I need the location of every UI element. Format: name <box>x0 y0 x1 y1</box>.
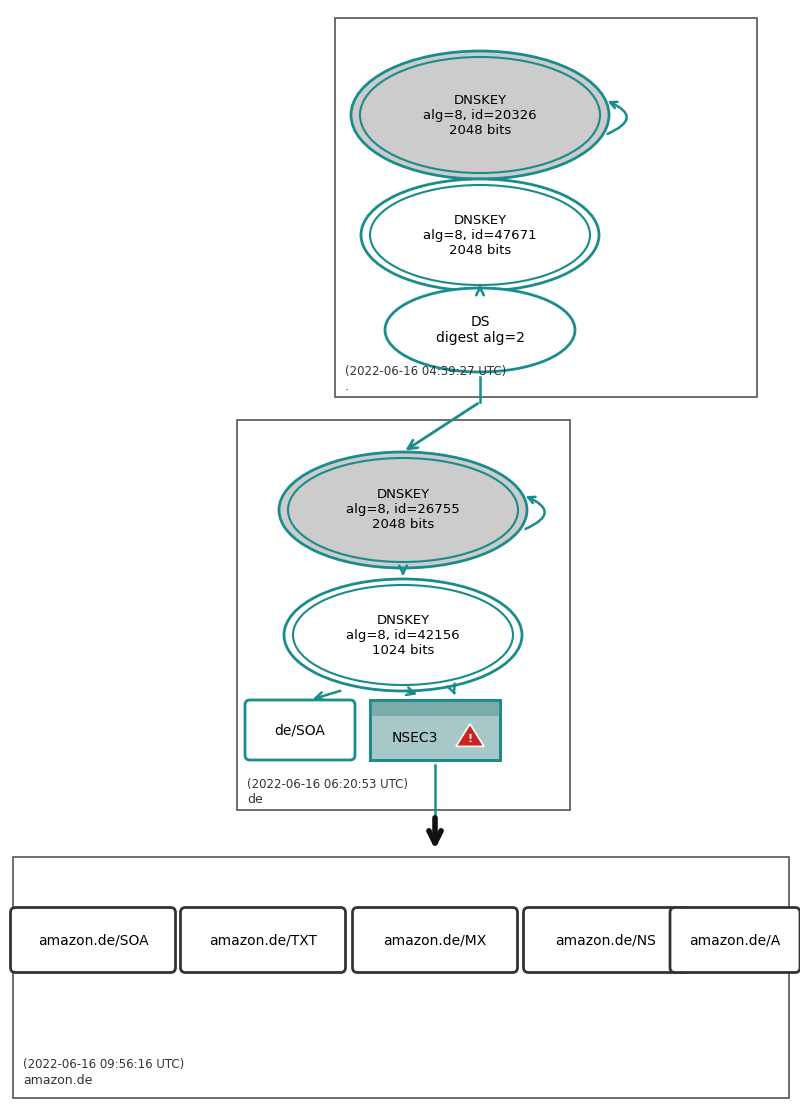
Text: DS
digest alg=2: DS digest alg=2 <box>435 315 525 345</box>
Text: NSEC3: NSEC3 <box>392 731 438 745</box>
FancyBboxPatch shape <box>670 907 800 973</box>
Ellipse shape <box>293 585 513 685</box>
Text: amazon.de/SOA: amazon.de/SOA <box>38 933 148 947</box>
Text: .: . <box>345 380 349 393</box>
Text: amazon.de/NS: amazon.de/NS <box>555 933 657 947</box>
Ellipse shape <box>370 185 590 285</box>
FancyBboxPatch shape <box>245 700 355 760</box>
Bar <box>13 857 789 1098</box>
FancyBboxPatch shape <box>181 907 346 973</box>
Text: DNSKEY
alg=8, id=47671
2048 bits: DNSKEY alg=8, id=47671 2048 bits <box>423 213 537 257</box>
Ellipse shape <box>361 179 599 292</box>
Ellipse shape <box>279 452 527 569</box>
Bar <box>335 18 757 397</box>
Text: de/SOA: de/SOA <box>274 723 326 737</box>
Text: amazon.de/MX: amazon.de/MX <box>383 933 486 947</box>
Text: (2022-06-16 09:56:16 UTC): (2022-06-16 09:56:16 UTC) <box>23 1058 184 1071</box>
Text: amazon.de: amazon.de <box>23 1075 92 1087</box>
Polygon shape <box>456 724 484 746</box>
Bar <box>370 700 500 760</box>
Text: DNSKEY
alg=8, id=26755
2048 bits: DNSKEY alg=8, id=26755 2048 bits <box>346 488 460 532</box>
FancyArrowPatch shape <box>607 102 626 134</box>
Text: (2022-06-16 06:20:53 UTC): (2022-06-16 06:20:53 UTC) <box>247 779 408 791</box>
Bar <box>370 700 500 760</box>
FancyBboxPatch shape <box>353 907 518 973</box>
Bar <box>370 700 500 716</box>
Text: DNSKEY
alg=8, id=20326
2048 bits: DNSKEY alg=8, id=20326 2048 bits <box>423 94 537 136</box>
FancyArrowPatch shape <box>526 497 545 529</box>
Bar <box>237 420 570 810</box>
FancyBboxPatch shape <box>523 907 689 973</box>
Ellipse shape <box>284 579 522 691</box>
Text: (2022-06-16 04:39:27 UTC): (2022-06-16 04:39:27 UTC) <box>345 365 506 378</box>
Text: amazon.de/TXT: amazon.de/TXT <box>209 933 317 947</box>
Text: amazon.de/A: amazon.de/A <box>690 933 781 947</box>
Ellipse shape <box>288 458 518 562</box>
Ellipse shape <box>385 288 575 372</box>
Text: !: ! <box>467 734 473 744</box>
FancyBboxPatch shape <box>10 907 175 973</box>
Ellipse shape <box>351 51 609 179</box>
Text: de: de <box>247 793 262 806</box>
Ellipse shape <box>360 57 600 173</box>
Text: DNSKEY
alg=8, id=42156
1024 bits: DNSKEY alg=8, id=42156 1024 bits <box>346 613 460 657</box>
